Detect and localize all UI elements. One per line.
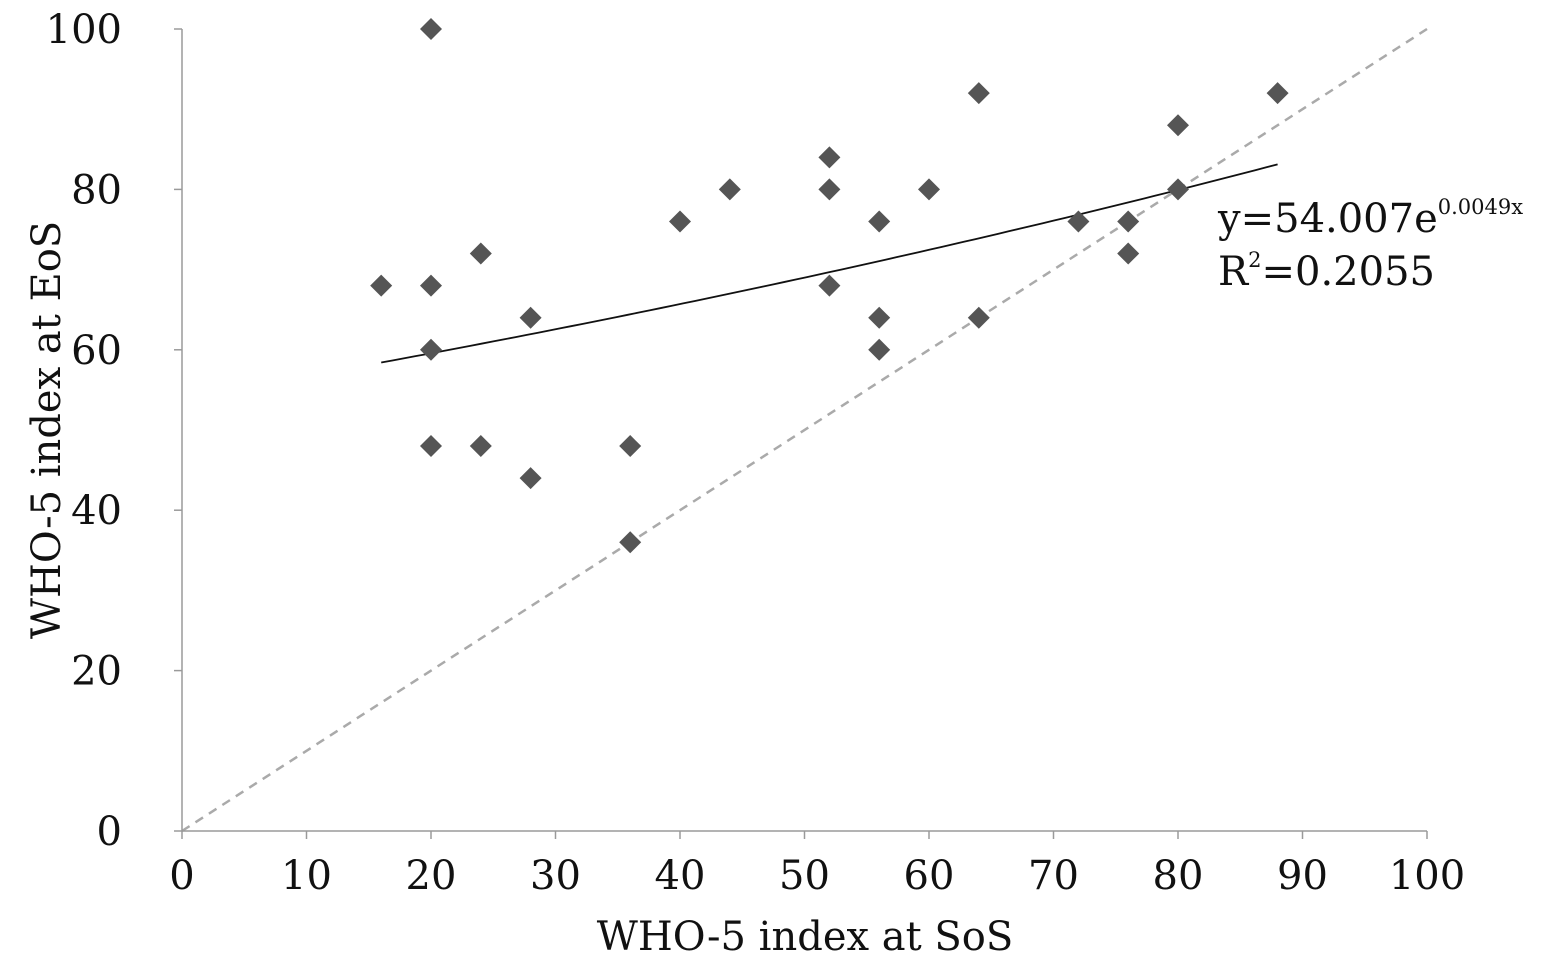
data-point <box>967 306 990 329</box>
x-tick-label: 50 <box>779 853 830 899</box>
y-tick-label: 0 <box>97 809 122 855</box>
data-point <box>818 178 841 201</box>
data-points <box>370 18 1289 554</box>
data-point <box>818 274 841 297</box>
data-point <box>1266 82 1289 105</box>
data-point <box>420 18 442 40</box>
data-point <box>868 306 891 329</box>
data-point <box>420 338 442 361</box>
reference-line-layer <box>181 27 1428 833</box>
data-point <box>1117 242 1140 265</box>
r2-value: =0.2055 <box>1262 249 1435 295</box>
exponential-trendline <box>381 163 1278 364</box>
data-point <box>818 146 841 169</box>
data-point <box>918 178 940 201</box>
r2-power: 2 <box>1248 248 1261 272</box>
x-tick-label: 20 <box>406 853 457 899</box>
data-point <box>469 242 492 265</box>
tick-labels: 0 10 20 30 40 50 60 70 80 90 100 0 20 40 60 80 100 <box>46 7 1466 899</box>
x-tick-label: 100 <box>1389 853 1465 899</box>
x-tick-label: 30 <box>530 853 581 899</box>
x-tick-label: 70 <box>1028 853 1079 899</box>
data-point <box>967 82 990 105</box>
y-axis-title: WHO-5 index at EoS <box>24 221 70 639</box>
data-point <box>718 178 741 201</box>
data-point <box>1117 210 1140 233</box>
x-tick-label: 10 <box>281 853 332 899</box>
y-tick-label: 40 <box>71 488 122 534</box>
trendline-equation: y=54.007e0.0049x <box>1217 195 1523 242</box>
data-point <box>868 210 891 233</box>
axes <box>174 28 1428 839</box>
equation-exponent: 0.0049x <box>1438 195 1523 219</box>
x-tick-label: 90 <box>1277 853 1328 899</box>
data-point <box>519 467 542 490</box>
identity-reference-line <box>181 27 1428 833</box>
data-point <box>469 435 492 458</box>
data-point <box>370 274 393 297</box>
x-axis-title: WHO-5 index at SoS <box>597 914 1014 960</box>
x-tick-label: 80 <box>1153 853 1204 899</box>
y-tick-label: 80 <box>71 167 122 213</box>
r-squared-label: R2=0.2055 <box>1218 248 1435 295</box>
r2-letter: R <box>1218 249 1250 295</box>
y-tick-label: 60 <box>71 328 122 374</box>
data-point <box>669 210 691 233</box>
y-tick-label: 20 <box>71 649 122 695</box>
data-point <box>420 435 442 458</box>
x-tick-label: 40 <box>655 853 706 899</box>
y-tick-label: 100 <box>46 7 122 53</box>
data-point <box>1067 210 1090 233</box>
data-point <box>619 435 642 458</box>
x-tick-label: 0 <box>169 853 194 899</box>
data-point <box>619 531 642 554</box>
equation-base: y=54.007e <box>1217 196 1438 242</box>
data-point <box>1167 178 1189 201</box>
trendline-layer <box>381 163 1278 364</box>
x-tick-label: 60 <box>904 853 955 899</box>
data-point <box>519 306 542 329</box>
data-point <box>1167 114 1189 137</box>
data-point <box>420 274 442 297</box>
data-point <box>868 338 891 361</box>
